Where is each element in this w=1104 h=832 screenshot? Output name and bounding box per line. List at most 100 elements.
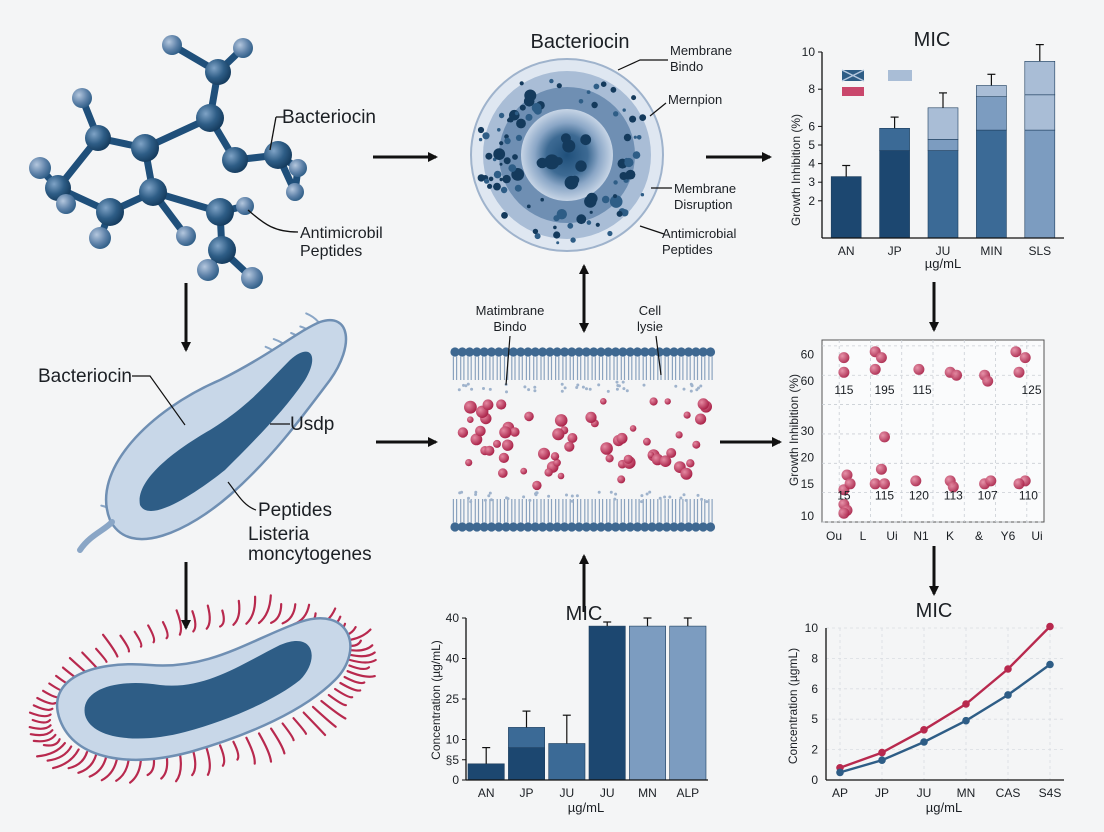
bacterium-pilus — [311, 705, 337, 728]
lipid-head — [486, 347, 497, 357]
bar-segment — [927, 139, 959, 151]
membrane-particle — [560, 389, 564, 393]
scatter-annotation: 113 — [944, 489, 963, 503]
y-tick-label: 10 — [446, 733, 460, 747]
lipid-head — [523, 522, 533, 532]
cell-particle — [631, 95, 637, 101]
membrane-particle — [615, 387, 619, 391]
y-tick-label: 0 — [811, 773, 818, 787]
x-tick-label: AN — [478, 786, 495, 800]
chart-title: MIC — [566, 603, 603, 625]
bar-segment — [588, 625, 626, 781]
lipid-head — [508, 522, 518, 532]
legend-swatch — [842, 87, 864, 96]
bacterium-pilus — [191, 610, 197, 633]
x-tick-label: S4S — [1039, 786, 1062, 800]
bacterium-pilus — [77, 753, 98, 774]
lipid-head — [457, 522, 467, 532]
membrane-particle — [464, 384, 468, 388]
cell-disruption-label-1: Membrane — [674, 181, 736, 196]
series-point — [878, 756, 886, 764]
membrane-particle — [483, 498, 487, 502]
cell-amp-label-1: Antimicrobial — [662, 226, 737, 241]
series-point — [1046, 660, 1054, 669]
lipid-head — [479, 347, 489, 357]
series-point — [1004, 665, 1012, 673]
membrane-particle — [457, 388, 461, 392]
cell-particle — [556, 83, 562, 89]
cell-particle — [567, 222, 574, 229]
bacterium-pilus — [348, 651, 376, 658]
lipid-head — [640, 522, 650, 532]
membrane-particle — [697, 386, 700, 390]
lipid-head — [603, 522, 613, 532]
lipid-head — [559, 347, 570, 357]
cell-particle — [570, 237, 576, 243]
lipid-head — [691, 522, 701, 532]
membrane-particle — [682, 493, 686, 497]
antimicrobial-peptide-dot — [697, 398, 709, 410]
lipid-head — [523, 347, 533, 357]
x-tick-label: JP — [519, 786, 533, 800]
membrane-illustration: Matimbrane Bindo Cell lysie — [450, 303, 716, 532]
molecule-atom — [85, 125, 111, 151]
lipid-head — [662, 347, 672, 357]
antimicrobial-peptide-dot — [470, 433, 483, 446]
membrane-particle — [609, 490, 613, 494]
lipid-head — [647, 347, 657, 357]
x-tick-label: L — [860, 529, 867, 543]
bar-segment — [927, 150, 959, 239]
mic-concentration-line-chart: MIC Concentration (µgmL) µg/mL 0 2 5 6 8 10 AP… — [786, 600, 1064, 815]
cell-particle — [623, 133, 632, 142]
chart-x-axis-label: µg/mL — [568, 800, 604, 815]
membrane-particle — [606, 389, 610, 393]
bacterium-pilus — [232, 599, 241, 626]
bacterium-pilus — [102, 633, 119, 658]
cell-particle — [556, 241, 560, 245]
y-tick-label: 2 — [808, 194, 815, 208]
bar-segment — [879, 150, 910, 239]
molecule-atom — [29, 157, 51, 179]
leader-line — [639, 225, 665, 235]
molecule-bacteriocin-label: Bacteriocin — [282, 107, 376, 128]
cell-particle — [493, 148, 506, 161]
antimicrobial-peptide-dot — [552, 428, 565, 441]
bacterium-pilus — [348, 664, 371, 671]
series-point — [920, 738, 928, 746]
series-point — [1046, 622, 1054, 631]
bacterium-pilus — [205, 604, 211, 630]
scatter-annotation: 110 — [1019, 489, 1038, 503]
lipid-head — [494, 347, 504, 357]
cell-particle — [613, 194, 617, 199]
bacterium-pilus — [191, 750, 197, 777]
cell-particle — [586, 220, 592, 225]
cell-particle — [487, 183, 493, 189]
membrane-particle — [488, 491, 492, 495]
cell-particle — [610, 86, 617, 93]
scatter-point — [838, 352, 850, 364]
lipid-head — [486, 522, 497, 532]
chart-legend — [841, 69, 912, 96]
lipid-head — [654, 522, 665, 532]
bacterium-pilus — [348, 658, 377, 664]
series-point — [1004, 691, 1012, 699]
cell-particle — [553, 225, 557, 230]
scatter-point — [838, 366, 850, 378]
bacterium-pilus — [88, 754, 108, 778]
membrane-particle — [625, 389, 629, 393]
lipid-head — [589, 522, 599, 532]
lipid-head — [538, 347, 548, 357]
legend-swatch-hatch — [841, 69, 865, 82]
lipid-head — [450, 347, 460, 357]
y-tick-label: 3 — [808, 175, 815, 189]
scatter-annotation: 125 — [1021, 383, 1041, 397]
cell-particle — [622, 108, 626, 112]
cell-particle — [500, 186, 508, 194]
cell-particle — [613, 111, 619, 117]
scatter-point — [947, 481, 959, 493]
lipid-head — [698, 522, 708, 532]
membrane-particle — [489, 498, 493, 502]
x-tick-label: AP — [832, 786, 848, 800]
membrane-particle — [613, 497, 617, 501]
